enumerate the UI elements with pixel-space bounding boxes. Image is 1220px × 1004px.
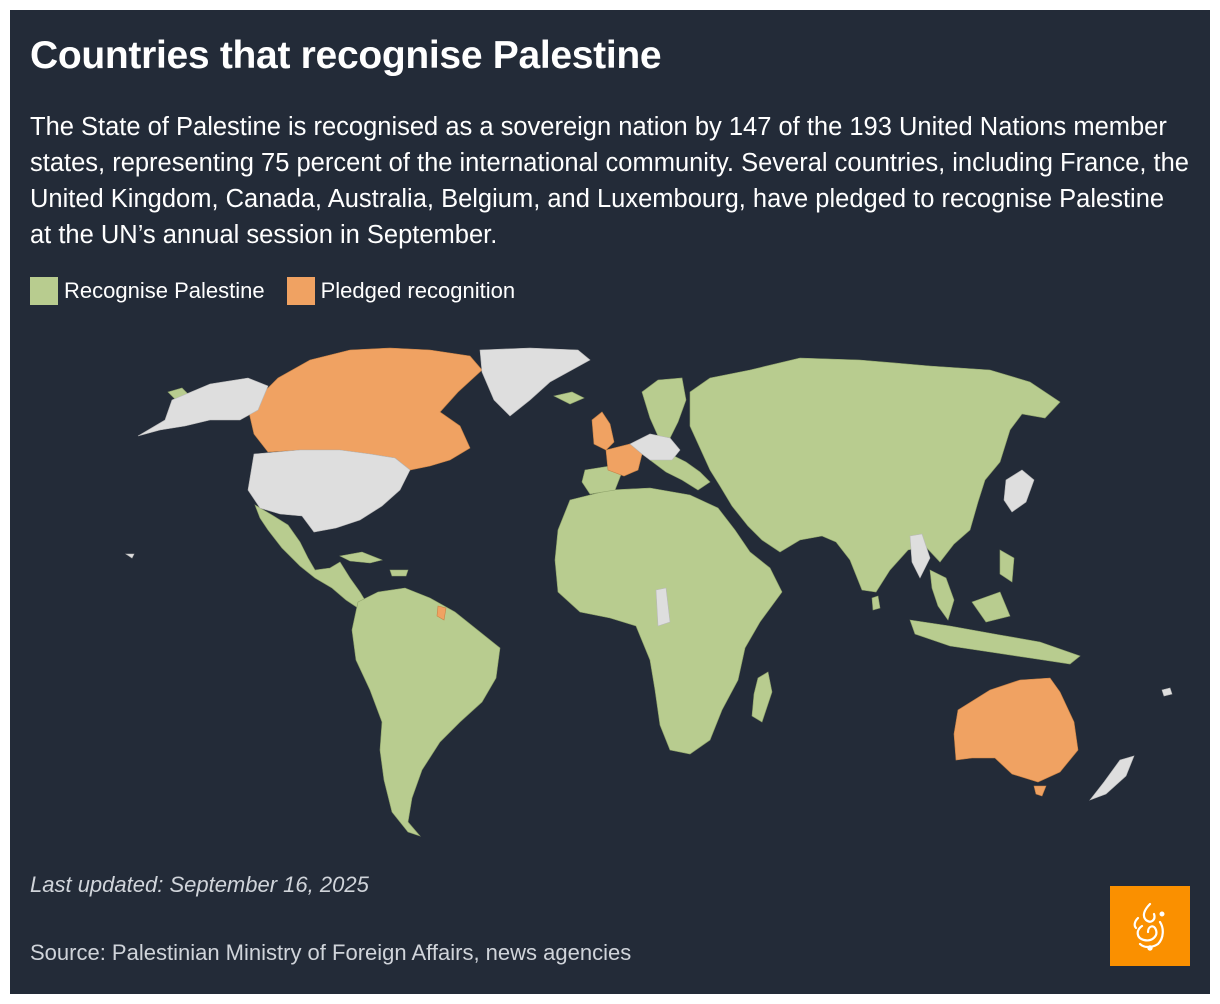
- al-jazeera-logo-icon: [1110, 886, 1190, 966]
- region-scandinavia: [641, 377, 687, 439]
- legend-item-recognise: Recognise Palestine: [30, 277, 265, 305]
- region-japan-korea: [1003, 469, 1035, 513]
- world-map: [125, 347, 1173, 837]
- region-caribbean: [339, 551, 409, 577]
- region-myanmar: [909, 533, 931, 579]
- region-madagascar: [751, 671, 773, 723]
- region-greenland: [479, 347, 591, 417]
- region-papua-new-guinea: [1161, 687, 1173, 697]
- region-united-kingdom: [591, 411, 615, 451]
- region-mexico-central-america: [254, 504, 367, 609]
- logo-calligraphy-icon: [1133, 902, 1165, 951]
- region-central-africa: [655, 587, 671, 627]
- region-iceland: [553, 391, 585, 405]
- legend-swatch-pledged: [286, 277, 315, 305]
- region-new-zealand: [1089, 755, 1135, 801]
- region-sri-lanka: [871, 595, 881, 611]
- infographic-card: Countries that recognise Palestine The S…: [10, 10, 1210, 994]
- region-australia: [953, 677, 1079, 797]
- legend-swatch-recognise: [30, 277, 58, 305]
- legend-label-recognise: Recognise Palestine: [64, 278, 265, 303]
- region-southeast-asia: [909, 549, 1081, 665]
- legend-label-pledged: Pledged recognition: [320, 278, 516, 303]
- region-eurasia: [689, 357, 1061, 593]
- description-text: The State of Palestine is recognised as …: [30, 113, 1189, 249]
- region-united-states: [247, 449, 411, 533]
- page-title: Countries that recognise Palestine: [30, 34, 662, 77]
- map-legend: Recognise Palestine Pledged recognition: [30, 277, 537, 305]
- region-western-europe: [629, 433, 681, 461]
- region-southern-europe: [649, 453, 711, 491]
- region-french-guiana: [436, 605, 447, 621]
- region-alaska: [137, 377, 269, 437]
- region-caribbean-small: [125, 553, 135, 559]
- last-updated-note: Last updated: September 16, 2025: [30, 872, 369, 897]
- source-note: Source: Palestinian Ministry of Foreign …: [30, 940, 632, 965]
- legend-item-pledged: Pledged recognition: [286, 277, 516, 305]
- region-south-america: [351, 587, 501, 837]
